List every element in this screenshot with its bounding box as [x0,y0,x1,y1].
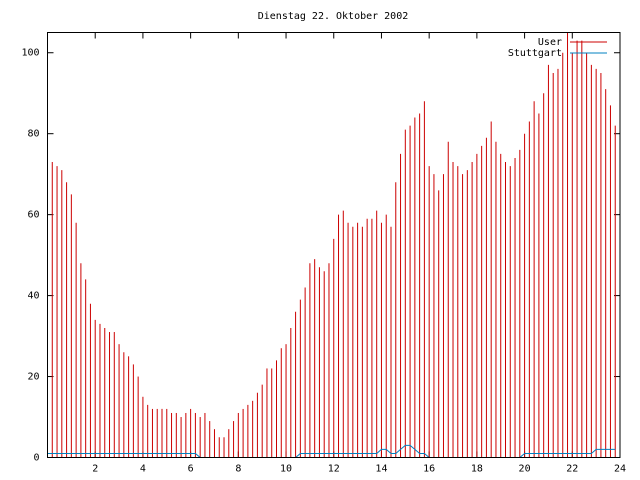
x-tick-label: 16 [423,464,435,475]
y-tick-label: 60 [27,210,39,221]
chart-title: Dienstag 22. Oktober 2002 [258,11,409,22]
x-tick-label: 22 [566,464,578,475]
x-tick-label: 14 [375,464,387,475]
x-tick-label: 10 [280,464,292,475]
legend-label: User [538,37,562,48]
plot-border [47,32,621,458]
y-tick-label: 80 [27,129,39,140]
x-tick-label: 20 [519,464,531,475]
legend-label: Stuttgart [508,48,562,59]
x-tick-label: 6 [188,464,194,475]
y-tick-label: 40 [27,291,39,302]
y-tick-label: 0 [33,453,39,464]
x-tick-label: 8 [235,464,241,475]
x-tick-label: 24 [614,464,626,475]
x-tick-label: 18 [471,464,483,475]
y-tick-label: 100 [21,48,39,59]
x-tick-label: 2 [92,464,98,475]
x-tick-label: 4 [140,464,146,475]
x-tick-label: 12 [328,464,340,475]
series-line [47,444,616,458]
y-tick-label: 20 [27,372,39,383]
